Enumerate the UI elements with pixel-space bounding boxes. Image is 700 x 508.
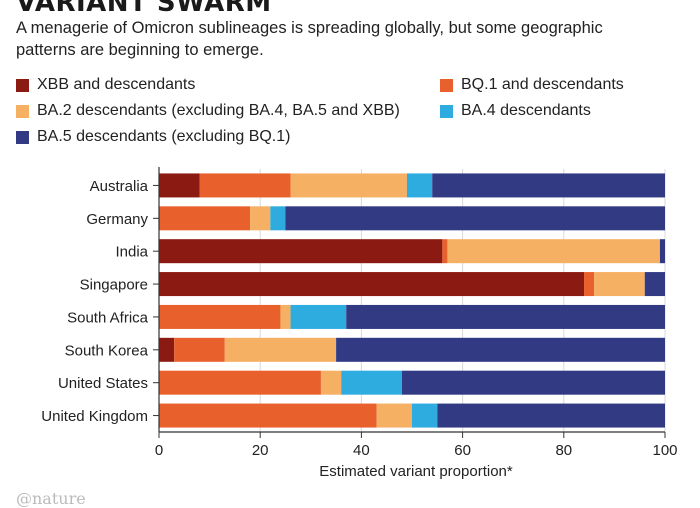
bar-united-kingdom-series-4 <box>437 403 665 428</box>
bar-united-states-series-1 <box>159 370 321 395</box>
bar-united-kingdom-series-1 <box>159 403 377 428</box>
legend-swatch-ba2 <box>16 104 29 118</box>
chart-subtitle: A menagerie of Omicron sublineages is sp… <box>16 19 603 59</box>
bar-united-states-series-4 <box>401 370 665 395</box>
y-tick-label-germany: Germany <box>86 211 148 228</box>
bar-south-korea-series-4 <box>336 337 665 362</box>
legend-swatch-xbb <box>16 78 29 92</box>
y-tick-label-south-africa: South Africa <box>67 309 149 326</box>
legend-swatch-ba5 <box>16 130 29 144</box>
legend-label-bq1: BQ.1 and descendants <box>461 76 624 93</box>
legend-item-ba2: BA.2 descendants (excluding BA.4, BA.5 a… <box>16 102 400 120</box>
legend-item-ba4: BA.4 descendants <box>440 102 591 120</box>
bar-south-africa-series-4 <box>346 304 665 329</box>
legend-label-xbb: XBB and descendants <box>37 76 196 93</box>
x-tick-label-60: 60 <box>454 442 471 459</box>
nature-logo: @nature <box>16 489 86 508</box>
bar-india-series-4 <box>659 239 665 264</box>
bar-south-africa-series-2 <box>280 304 291 329</box>
bar-singapore-series-0 <box>159 272 585 297</box>
bar-singapore-series-2 <box>594 272 645 297</box>
bar-south-africa-series-3 <box>290 304 347 329</box>
legend-item-xbb: XBB and descendants <box>16 76 195 94</box>
y-tick-label-united-kingdom: United Kingdom <box>41 408 148 425</box>
bar-australia-series-0 <box>159 173 200 198</box>
bar-united-states-series-2 <box>320 370 342 395</box>
y-tick-label-united-states: United States <box>58 375 148 392</box>
x-tick-label-20: 20 <box>252 442 269 459</box>
bar-india-series-1 <box>442 239 448 264</box>
bar-south-korea-series-1 <box>174 337 225 362</box>
legend-label-ba5: BA.5 descendants (excluding BQ.1) <box>37 128 291 145</box>
legend-label-ba4: BA.4 descendants <box>461 102 591 119</box>
bar-singapore-series-4 <box>644 272 665 297</box>
x-axis-title: Estimated variant proportion* <box>319 463 513 480</box>
y-tick-label-australia: Australia <box>90 178 149 195</box>
bar-germany-series-1 <box>159 206 251 231</box>
bar-south-africa-series-1 <box>159 304 281 329</box>
x-tick-label-0: 0 <box>155 442 163 459</box>
legend-item-ba5: BA.5 descendants (excluding BQ.1) <box>16 128 290 146</box>
bar-australia-series-3 <box>406 173 433 198</box>
bar-south-korea-series-0 <box>159 337 175 362</box>
legend-label-ba2: BA.2 descendants (excluding BA.4, BA.5 a… <box>37 102 400 119</box>
legend: XBB and descendants BQ.1 and descendants… <box>16 76 696 156</box>
bar-australia-series-2 <box>290 173 407 198</box>
bar-india-series-2 <box>447 239 660 264</box>
x-tick-label-40: 40 <box>353 442 370 459</box>
bar-south-korea-series-2 <box>224 337 337 362</box>
bar-germany-series-3 <box>270 206 286 231</box>
bar-germany-series-2 <box>250 206 271 231</box>
bar-united-states-series-3 <box>341 370 402 395</box>
chart-title: VARIANT SWARM <box>16 0 272 18</box>
bar-singapore-series-1 <box>584 272 595 297</box>
bar-australia-series-1 <box>199 173 291 198</box>
y-tick-label-singapore: Singapore <box>80 277 148 294</box>
y-tick-label-india: India <box>115 244 148 261</box>
legend-swatch-bq1 <box>440 78 453 92</box>
x-tick-label-100: 100 <box>652 442 677 459</box>
legend-item-bq1: BQ.1 and descendants <box>440 76 624 94</box>
bar-united-kingdom-series-2 <box>376 403 412 428</box>
x-tick-label-80: 80 <box>555 442 572 459</box>
y-tick-label-south-korea: South Korea <box>65 342 149 359</box>
bar-australia-series-4 <box>432 173 665 198</box>
bar-united-kingdom-series-3 <box>412 403 438 428</box>
bar-india-series-0 <box>159 239 443 264</box>
bar-germany-series-4 <box>285 206 665 231</box>
legend-swatch-ba4 <box>440 104 453 118</box>
